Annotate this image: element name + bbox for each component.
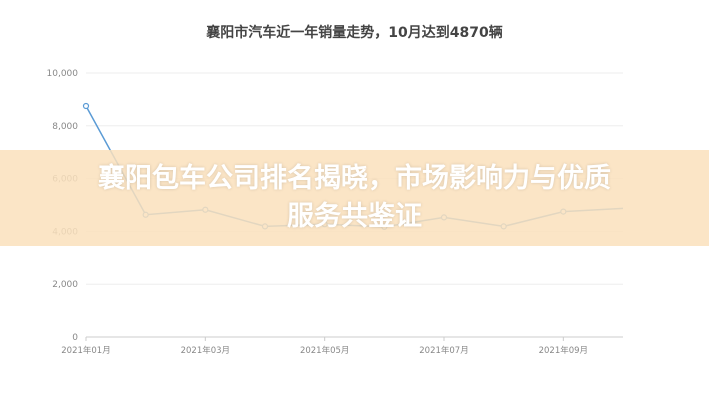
- y-tick-label: 10,000: [47, 69, 79, 79]
- x-tick-label: 2021年09月: [539, 345, 588, 356]
- data-point: [82, 102, 90, 110]
- y-tick-label: 0: [72, 333, 78, 343]
- y-tick-label: 2,000: [52, 280, 78, 290]
- x-tick-label: 2021年07月: [419, 345, 468, 356]
- chart-title: 襄阳市汽车近一年销量走势，10月达到4870辆: [206, 25, 503, 41]
- x-tick-label: 2021年05月: [300, 345, 349, 356]
- headline-banner: 襄阳包车公司排名揭晓，市场影响力与优质服务共鉴证: [0, 150, 709, 246]
- headline-text: 襄阳包车公司排名揭晓，市场影响力与优质服务共鉴证: [98, 163, 611, 232]
- x-tick-label: 2021年03月: [181, 345, 230, 356]
- x-tick-label: 2021年01月: [61, 345, 110, 356]
- y-tick-label: 8,000: [52, 122, 78, 132]
